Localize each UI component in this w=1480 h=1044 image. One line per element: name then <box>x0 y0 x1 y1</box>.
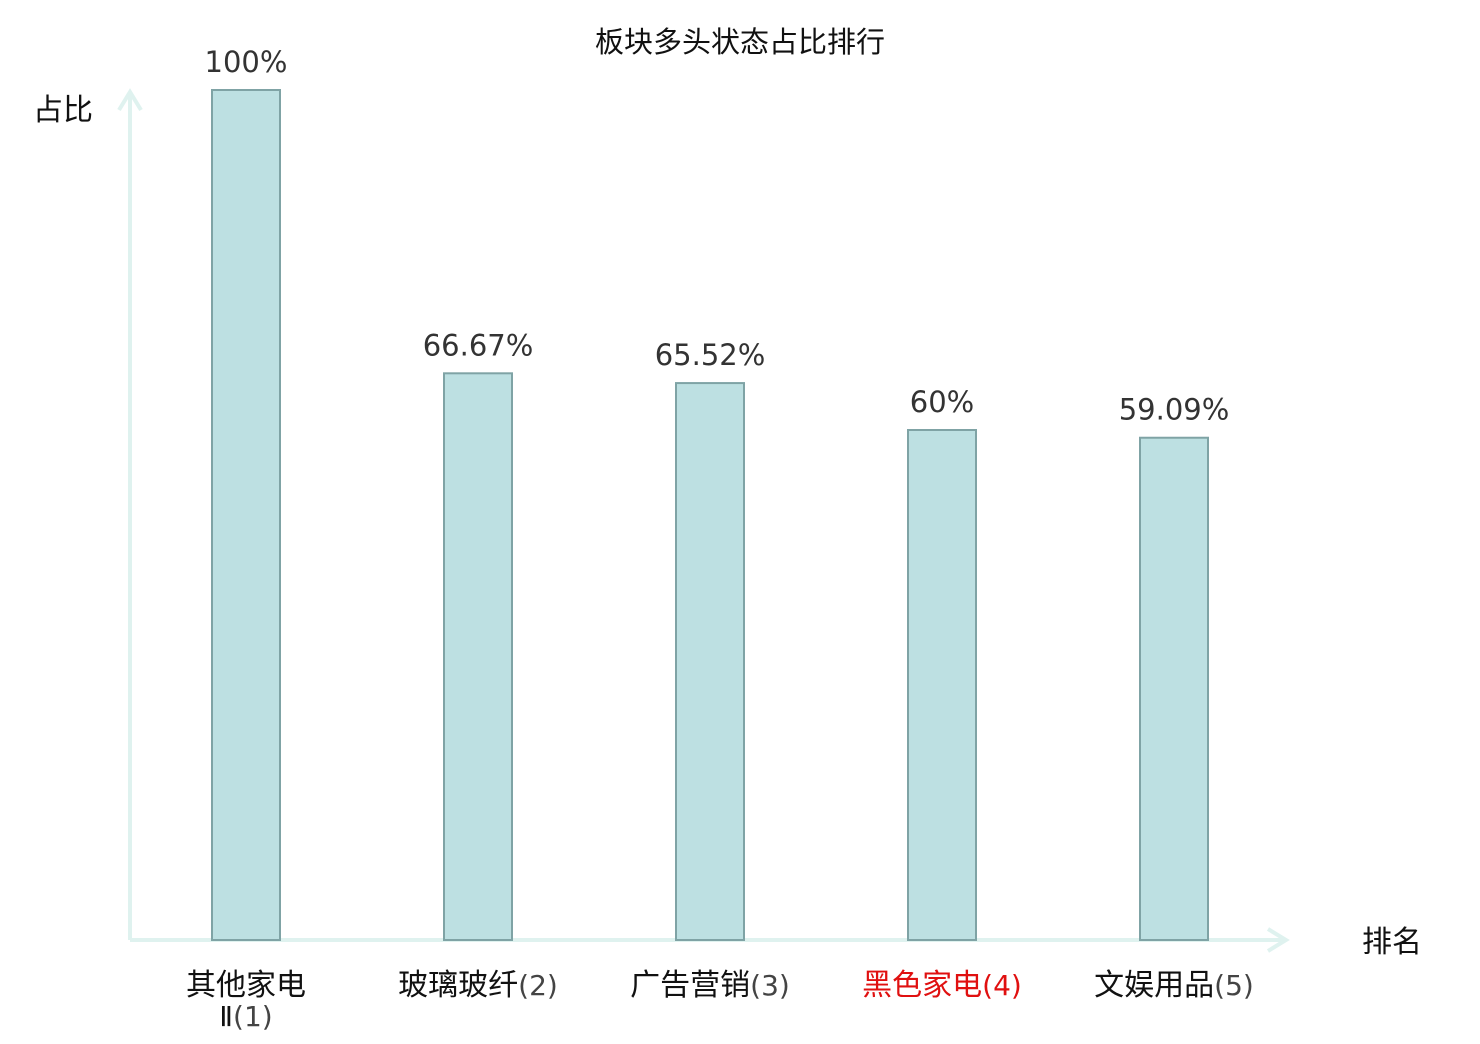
y-axis-label: 占比 <box>33 93 93 128</box>
category-rank: (1) <box>233 1000 273 1033</box>
value-labels: 100% 66.67% 65.52% 60% 59.09% <box>205 45 1230 427</box>
bar-value-label: 66.67% <box>423 328 534 362</box>
bar-value-label: 100% <box>205 45 288 79</box>
category-name: 玻璃玻纤 <box>398 968 518 1003</box>
bar <box>907 429 977 941</box>
bar <box>211 89 281 941</box>
category-rank: (4) <box>982 969 1022 1002</box>
category-rank: (5) <box>1214 969 1254 1002</box>
x-axis-label: 排名 <box>1362 925 1422 960</box>
category-label: 玻璃玻纤(2) <box>398 968 558 1003</box>
bars <box>211 89 1209 941</box>
bar-value-label: 65.52% <box>655 338 766 372</box>
category-name: 文娱用品 <box>1094 968 1214 1003</box>
category-rank: (3) <box>750 969 790 1002</box>
chart-title: 板块多头状态占比排行 <box>595 25 885 59</box>
category-label: 文娱用品(5) <box>1094 968 1254 1003</box>
bar-value-label: 59.09% <box>1119 393 1230 427</box>
category-label-line2: Ⅱ(1) <box>219 1000 272 1033</box>
bar <box>675 382 745 941</box>
x-axis-arrow <box>1266 927 1290 953</box>
bar-value-label: 60% <box>910 385 974 419</box>
category-label: 其他家电 <box>186 968 306 1003</box>
category-label: 黑色家电(4) <box>862 968 1022 1003</box>
category-rank: (2) <box>518 969 558 1002</box>
bar <box>1139 436 1209 941</box>
bar <box>443 372 513 941</box>
y-axis-arrow <box>117 88 143 112</box>
category-name: 广告营销 <box>630 968 750 1003</box>
category-name-rest: Ⅱ <box>219 1000 233 1033</box>
category-label: 广告营销(3) <box>630 968 790 1003</box>
category-name: 黑色家电 <box>862 968 982 1003</box>
